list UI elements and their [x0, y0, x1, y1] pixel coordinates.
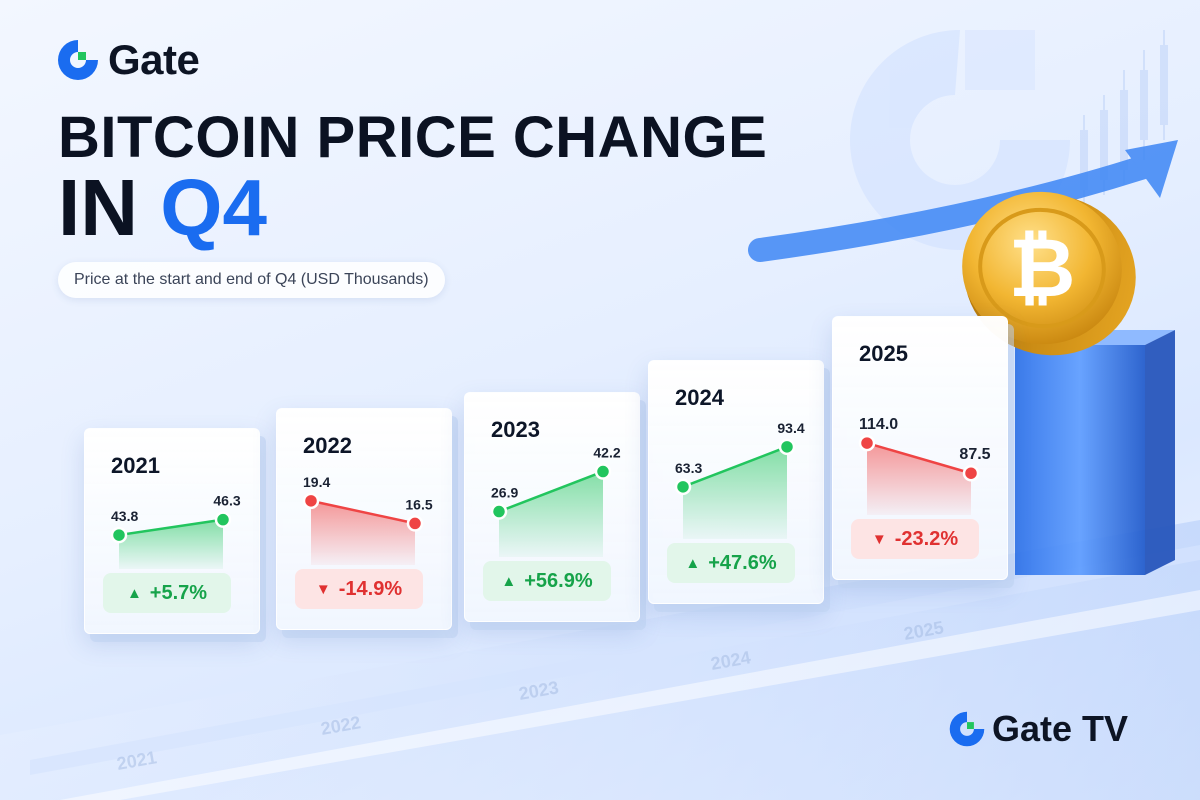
- end-point: [406, 515, 424, 532]
- card-year-label: 2021: [111, 453, 160, 478]
- end-point: [962, 464, 980, 482]
- price-area: [499, 471, 603, 557]
- change-percent: -23.2%: [894, 527, 959, 550]
- start-point: [302, 492, 320, 510]
- change-badge: ▼ -23.2%: [851, 519, 979, 559]
- change-badge: ▼ -14.9%: [295, 569, 423, 609]
- year-card-2024: 2024 63.3 93.4 ▲ +47.6%: [648, 360, 824, 604]
- year-card-2021: 2021 43.8 46.3 ▲ +5.7%: [84, 428, 260, 634]
- bitcoin-coin-icon: ₿: [962, 191, 1136, 356]
- card-year-label: 2025: [859, 341, 908, 366]
- gate-logo-icon: [58, 40, 98, 80]
- price-line: [310, 499, 416, 525]
- price-line: [866, 441, 972, 475]
- card-year-label: 2024: [675, 385, 724, 410]
- end-point: [594, 463, 612, 480]
- card-year-label: 2022: [303, 433, 352, 458]
- year-card-2023: 2023 26.9 42.2 ▲ +56.9%: [464, 392, 640, 622]
- up-triangle-icon: ▲: [501, 572, 517, 590]
- start-point: [674, 478, 692, 496]
- change-percent: -14.9%: [338, 577, 403, 600]
- year-card-2022: 2022 19.4 16.5 ▼ -14.9%: [276, 408, 452, 630]
- year-card-2025: 2025 114.0 87.5 ▼ -23.2%: [832, 316, 1008, 580]
- change-badge: ▲ +5.7%: [103, 573, 231, 613]
- price-line: [118, 518, 224, 537]
- background-candlesticks: [1080, 30, 1168, 205]
- change-percent: +47.6%: [708, 551, 777, 574]
- end-price-label: 93.4: [777, 420, 804, 436]
- end-point: [214, 511, 232, 528]
- start-price-label: 19.4: [303, 474, 330, 490]
- end-price-label: 42.2: [593, 445, 620, 461]
- start-price-label: 43.8: [111, 508, 138, 524]
- end-price-label: 46.3: [213, 493, 240, 509]
- start-price-label: 26.9: [491, 485, 518, 501]
- brand-name: Gate: [108, 36, 200, 83]
- end-price-label: 87.5: [959, 446, 990, 463]
- change-percent: +56.9%: [524, 569, 593, 592]
- gate-tv-logo-icon: [949, 711, 985, 747]
- title-line-1: BITCOIN PRICE CHANGE: [58, 105, 768, 170]
- mini-line-chart: 63.3 93.4: [674, 420, 805, 539]
- price-area: [311, 500, 415, 565]
- change-percent: +5.7%: [149, 581, 208, 604]
- mini-line-chart: 19.4 16.5: [302, 474, 433, 565]
- floor-steps: [0, 520, 1200, 800]
- svg-text:₿: ₿: [1009, 221, 1076, 316]
- up-triangle-icon: ▲: [126, 584, 142, 602]
- end-point: [778, 438, 796, 456]
- down-triangle-icon: ▼: [315, 580, 331, 598]
- change-badge: ▲ +47.6%: [667, 543, 795, 583]
- start-price-label: 114.0: [859, 416, 898, 433]
- down-triangle-icon: ▼: [871, 530, 887, 548]
- title-line-2-prefix: IN: [58, 163, 138, 253]
- start-point: [858, 434, 876, 452]
- start-point: [490, 503, 508, 520]
- gate-tv-logo: Gate TV: [948, 708, 1128, 750]
- end-price-label: 16.5: [405, 496, 432, 512]
- mini-line-chart: 43.8 46.3: [110, 493, 241, 569]
- card-year-label: 2023: [491, 417, 540, 442]
- up-triangle-icon: ▲: [685, 554, 701, 572]
- start-point: [110, 526, 128, 544]
- page-title: BITCOIN PRICE CHANGE IN Q4: [58, 108, 767, 249]
- change-badge: ▲ +56.9%: [483, 561, 611, 601]
- blue-tower: [1015, 330, 1175, 575]
- rising-arrow-icon: [748, 140, 1178, 262]
- chart-subtitle: Price at the start and end of Q4 (USD Th…: [58, 262, 445, 298]
- price-line: [682, 445, 788, 489]
- mini-line-chart: 114.0 87.5: [858, 416, 991, 515]
- price-area: [867, 443, 971, 515]
- price-area: [683, 446, 787, 539]
- start-price-label: 63.3: [675, 460, 702, 476]
- price-line: [498, 470, 604, 513]
- mini-line-chart: 26.9 42.2: [490, 445, 621, 557]
- footer-brand-name: Gate TV: [992, 708, 1129, 749]
- title-line-2-highlight: Q4: [160, 163, 267, 253]
- gate-brand-logo: Gate: [56, 36, 200, 84]
